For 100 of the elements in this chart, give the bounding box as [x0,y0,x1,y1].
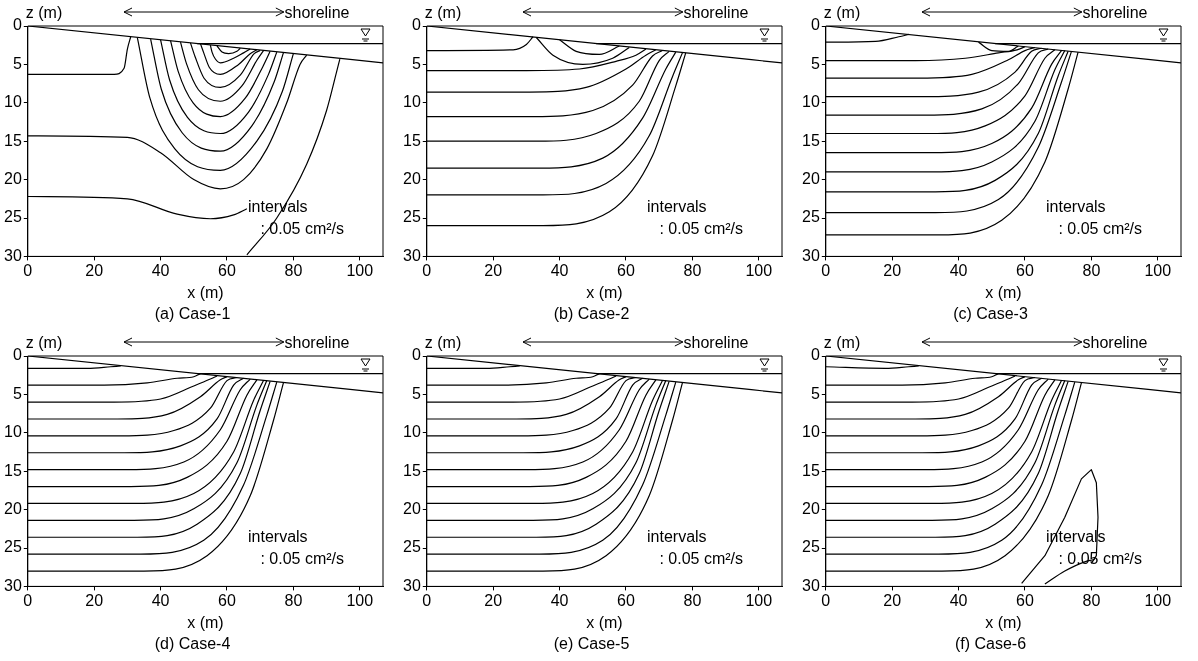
x-tick-label: 0 [821,592,831,610]
y-tick-label: 10 [403,423,421,441]
y-tick-label: 10 [4,93,22,111]
x-tick-label: 20 [85,262,104,280]
annotation: : 0.05 cm²/s [659,550,744,568]
y-tick-label: 10 [403,93,421,111]
y-tick-label: 25 [4,538,22,556]
y-tick-label: 5 [411,54,421,72]
y-tick-label: 0 [810,16,820,34]
x-tick-label: 100 [346,592,374,610]
x-tick-label: 20 [484,592,503,610]
x-tick-label: 80 [1082,592,1101,610]
x-tick-label: 100 [745,262,773,280]
y-tick-label: 0 [12,16,22,34]
x-tick-label: 80 [284,262,303,280]
y-tick-label: 15 [802,131,820,149]
annotation: : 0.05 cm²/s [260,220,345,238]
y-axis-title: z (m) [424,334,462,351]
text: (f) Case-6 [954,634,1027,652]
y-tick-label: 30 [802,246,820,264]
x-axis-title: x (m) [586,613,623,631]
annotation: : 0.05 cm²/s [1058,220,1143,238]
y-tick-label: 30 [802,576,820,594]
y-tick-label: 0 [411,16,421,34]
x-tick-label: 60 [1016,592,1034,610]
x-tick-label: 0 [422,592,432,610]
x-tick-label: 0 [23,592,33,610]
y-tick-label: 0 [12,346,22,364]
x-axis-title: x (m) [187,613,224,631]
text: (a) Case-1 [154,304,231,322]
y-tick-label: 5 [810,384,820,402]
y-tick-label: 25 [403,538,421,556]
x-tick-label: 20 [883,592,902,610]
y-axis-title: z (m) [25,4,63,21]
x-tick-label: 60 [617,262,635,280]
y-tick-label: 25 [403,208,421,226]
text: shoreline [683,334,749,351]
x-tick-label: 40 [949,592,968,610]
x-tick-label: 0 [23,262,33,280]
x-tick-label: 100 [1144,262,1172,280]
x-tick-label: 80 [683,592,702,610]
y-tick-label: 0 [411,346,421,364]
x-tick-label: 100 [1144,592,1172,610]
y-tick-label: 10 [4,423,22,441]
annotation: intervals [647,528,707,546]
x-tick-label: 80 [284,592,303,610]
y-tick-label: 20 [4,170,22,188]
y-tick-label: 20 [403,500,421,518]
y-tick-label: 15 [4,461,22,479]
x-tick-label: 60 [218,592,236,610]
x-axis-title: x (m) [985,613,1022,631]
x-tick-label: 80 [1082,262,1101,280]
y-tick-label: 10 [802,423,820,441]
annotation: intervals [1046,198,1106,216]
text: shoreline [284,4,350,21]
x-tick-label: 40 [550,592,569,610]
y-tick-label: 25 [802,208,820,226]
x-tick-label: 40 [949,262,968,280]
x-tick-label: 0 [422,262,432,280]
y-tick-label: 20 [802,500,820,518]
text: shoreline [1082,4,1148,21]
y-tick-label: 5 [12,384,22,402]
annotation: intervals [248,528,308,546]
x-tick-label: 40 [550,262,569,280]
x-tick-label: 100 [346,262,374,280]
x-tick-label: 20 [85,592,104,610]
y-tick-label: 5 [810,54,820,72]
text: (e) Case-5 [553,634,630,652]
y-axis-title: z (m) [823,4,861,21]
y-tick-label: 15 [403,131,421,149]
text: (c) Case-3 [953,304,1028,322]
y-tick-label: 25 [802,538,820,556]
x-tick-label: 40 [151,262,170,280]
x-axis-title: x (m) [985,283,1022,301]
x-tick-label: 60 [218,262,236,280]
y-axis-title: z (m) [424,4,462,21]
y-tick-label: 0 [810,346,820,364]
y-tick-label: 30 [403,246,421,264]
y-tick-label: 20 [4,500,22,518]
text: shoreline [1082,334,1148,351]
y-tick-label: 25 [4,208,22,226]
x-tick-label: 0 [821,262,831,280]
text: shoreline [284,334,350,351]
x-tick-label: 60 [1016,262,1034,280]
x-tick-label: 20 [484,262,503,280]
y-tick-label: 30 [4,576,22,594]
y-tick-label: 30 [4,246,22,264]
y-tick-label: 20 [802,170,820,188]
x-axis-title: x (m) [187,283,224,301]
y-tick-label: 20 [403,170,421,188]
x-tick-label: 20 [883,262,902,280]
y-tick-label: 30 [403,576,421,594]
x-tick-label: 40 [151,592,170,610]
y-tick-label: 15 [4,131,22,149]
x-tick-label: 100 [745,592,773,610]
x-tick-label: 80 [683,262,702,280]
y-tick-label: 10 [802,93,820,111]
y-axis-title: z (m) [25,334,63,351]
text: (d) Case-4 [154,634,231,652]
x-tick-label: 60 [617,592,635,610]
